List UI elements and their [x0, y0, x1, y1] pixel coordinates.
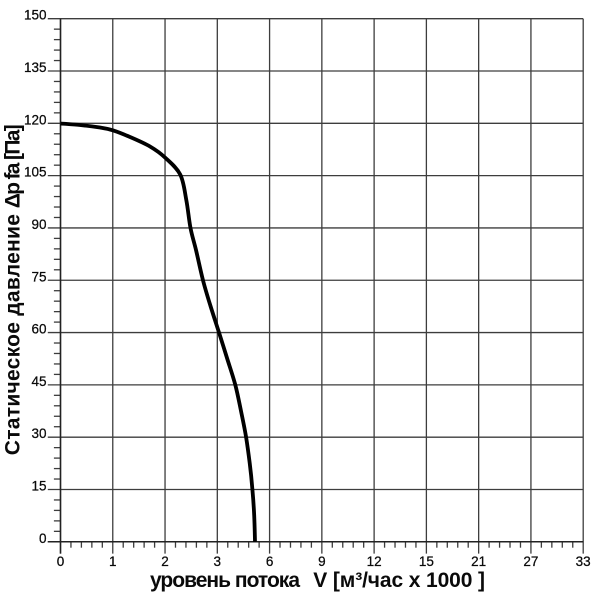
- svg-text:1: 1: [109, 554, 117, 569]
- svg-text:Статическое давлениеΔp fa [Па]: Статическое давлениеΔp fa [Па]: [2, 124, 25, 455]
- svg-text:30: 30: [31, 426, 46, 441]
- svg-text:21: 21: [471, 554, 486, 569]
- svg-text:120: 120: [24, 112, 47, 127]
- svg-text:0: 0: [57, 554, 65, 569]
- svg-text:15: 15: [31, 478, 46, 493]
- svg-text:45: 45: [31, 374, 46, 389]
- svg-text:15: 15: [419, 554, 434, 569]
- svg-text:33: 33: [576, 554, 591, 569]
- svg-text:6: 6: [266, 554, 274, 569]
- svg-text:135: 135: [24, 60, 47, 75]
- svg-text:27: 27: [523, 554, 538, 569]
- svg-text:90: 90: [31, 217, 46, 232]
- svg-text:12: 12: [367, 554, 382, 569]
- svg-text:2: 2: [161, 554, 169, 569]
- svg-text:9: 9: [318, 554, 326, 569]
- svg-text:75: 75: [31, 269, 46, 284]
- svg-text:150: 150: [24, 8, 47, 23]
- svg-text:60: 60: [31, 322, 46, 337]
- svg-text:0: 0: [39, 531, 47, 546]
- svg-text:3: 3: [214, 554, 222, 569]
- svg-text:105: 105: [24, 165, 47, 180]
